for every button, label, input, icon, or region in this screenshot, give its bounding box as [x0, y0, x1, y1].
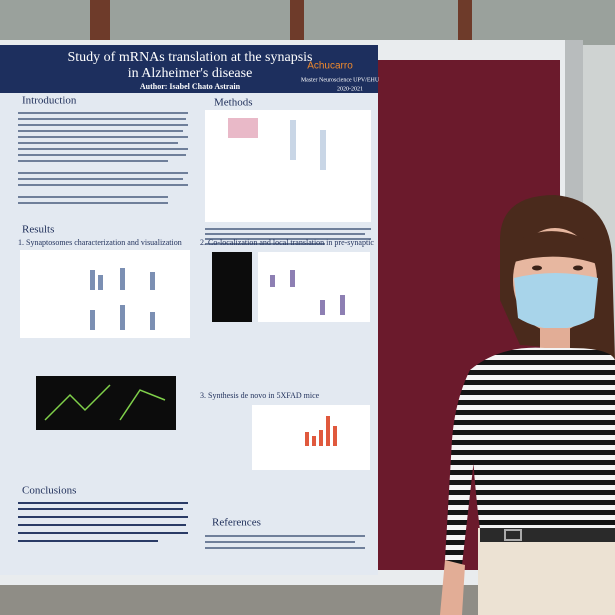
figure-bars [270, 270, 345, 315]
section-heading: Results [22, 224, 54, 236]
face-mask [514, 273, 598, 329]
fringe [514, 231, 600, 265]
section-heading: References [212, 517, 261, 529]
neurites [44, 384, 166, 421]
section-heading: Conclusions [22, 485, 76, 497]
window-frame [90, 0, 110, 45]
plate [228, 118, 258, 138]
belt [480, 528, 615, 542]
body-text [205, 535, 365, 549]
striped-shirt [470, 347, 615, 530]
subsection-heading: 3. Synthesis de novo in 5XFAD mice [200, 391, 320, 400]
figure [258, 252, 370, 322]
program: Master Neuroscience UPV/EHU [301, 77, 380, 83]
body-text [18, 112, 188, 204]
section-heading: Methods [214, 97, 253, 109]
eye [573, 265, 583, 271]
body-text [18, 502, 188, 542]
subsection-heading: 1. Synaptosomes characterization and vis… [18, 238, 182, 247]
poster-author: Author: Isabel Chato Astrain [140, 82, 241, 91]
window-frame [458, 0, 472, 45]
arm [440, 560, 465, 615]
sleeve [445, 370, 475, 565]
microscopy-image [36, 376, 176, 430]
figure [20, 250, 190, 338]
poster-header [0, 45, 378, 93]
logo: Achucarro [307, 61, 353, 72]
trousers [478, 528, 615, 615]
poster-title: in Alzheimer's disease [128, 66, 253, 81]
eye [532, 265, 542, 271]
window-frame [290, 0, 304, 45]
tube [320, 130, 326, 170]
figure-bars [305, 416, 337, 446]
section-heading: Introduction [22, 95, 77, 107]
caption [205, 228, 371, 245]
tube [290, 120, 296, 160]
year: 2020-2021 [337, 86, 363, 92]
poster-title: Study of mRNAs translation at the synaps… [68, 50, 313, 65]
belt-buckle [504, 529, 522, 541]
microscopy-image [212, 252, 252, 322]
subsection-heading: 2. Co-localization and local translation… [200, 238, 374, 247]
figure [252, 405, 370, 470]
figure-bars [90, 268, 155, 330]
